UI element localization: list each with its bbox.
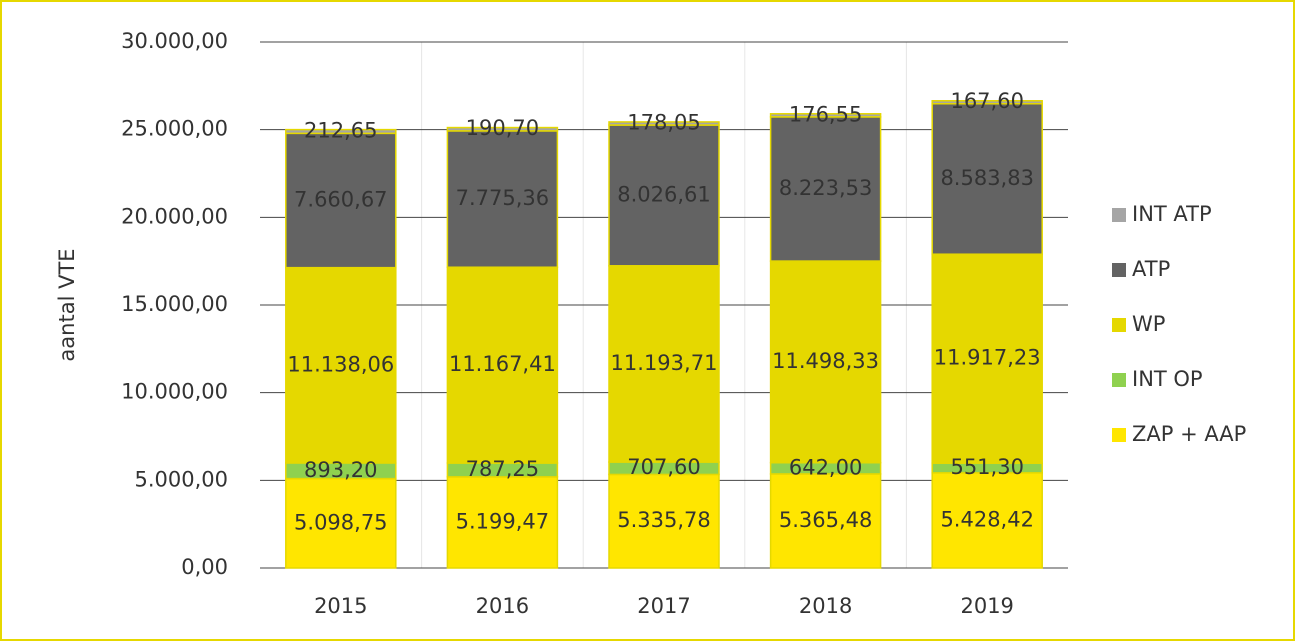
legend-swatch — [1112, 373, 1126, 387]
data-label: 212,65 — [304, 118, 377, 142]
bar-segment — [608, 121, 720, 126]
x-tick-label: 2015 — [314, 594, 367, 618]
x-tick-label: 2017 — [637, 594, 690, 618]
bar-segment — [608, 265, 720, 463]
y-tick-label: 5.000,00 — [134, 467, 228, 491]
data-label: 642,00 — [789, 455, 862, 479]
data-label: 11.498,33 — [772, 349, 879, 373]
legend-swatch — [1112, 318, 1126, 332]
bar-segment — [608, 124, 720, 267]
bar-segment — [285, 132, 397, 269]
bar-segment — [285, 477, 397, 569]
x-tick-label: 2019 — [960, 594, 1013, 618]
data-label: 707,60 — [627, 455, 700, 479]
data-label: 7.775,36 — [456, 186, 550, 210]
data-label: 893,20 — [304, 458, 377, 482]
legend-swatch — [1112, 428, 1126, 442]
y-tick-label: 25.000,00 — [121, 117, 228, 141]
data-label: 8.223,53 — [779, 176, 873, 200]
bar-segment — [608, 473, 720, 569]
bar-segment — [931, 102, 1043, 255]
data-label: 5.335,78 — [617, 508, 711, 532]
bar-segment — [931, 472, 1043, 569]
bar-segment — [769, 116, 882, 262]
bar-segment — [446, 476, 559, 569]
data-label: 5.428,42 — [940, 507, 1034, 531]
data-label: 8.026,61 — [617, 182, 711, 206]
bar-segment — [285, 266, 397, 464]
data-label: 5.199,47 — [456, 509, 550, 533]
data-label: 190,70 — [466, 116, 539, 140]
y-tick-label: 20.000,00 — [121, 204, 228, 228]
legend-label: WP — [1132, 312, 1165, 336]
x-tick-label: 2016 — [476, 594, 529, 618]
data-label: 11.917,23 — [934, 346, 1041, 370]
data-label: 178,05 — [627, 110, 700, 134]
data-label: 8.583,83 — [940, 166, 1034, 190]
data-label: 11.138,06 — [287, 352, 394, 376]
y-tick-label: 10.000,00 — [121, 380, 228, 404]
data-label: 11.167,41 — [449, 352, 556, 376]
bar-segment — [446, 266, 559, 464]
bar-segment — [931, 253, 1043, 464]
x-tick-label: 2018 — [799, 594, 852, 618]
legend-label: ATP — [1132, 257, 1170, 281]
bar-segment — [931, 100, 1043, 105]
data-label: 7.660,67 — [294, 187, 388, 211]
bar-segment — [446, 130, 559, 268]
data-label: 176,55 — [789, 102, 862, 126]
legend-swatch — [1112, 263, 1126, 277]
data-label: 167,60 — [950, 89, 1023, 113]
legend-swatch — [1112, 208, 1126, 222]
legend-label: INT ATP — [1132, 202, 1212, 226]
data-label: 787,25 — [466, 457, 539, 481]
bar-segment — [769, 113, 882, 118]
y-tick-label: 30.000,00 — [121, 29, 228, 53]
data-label: 5.098,75 — [294, 510, 388, 534]
bar-segment — [285, 128, 397, 135]
y-tick-label: 15.000,00 — [121, 292, 228, 316]
bar-segment — [446, 126, 559, 132]
data-label: 11.193,71 — [611, 351, 718, 375]
y-axis-label: aantal VTE — [55, 248, 79, 361]
data-label: 5.365,48 — [779, 508, 873, 532]
data-label: 551,30 — [950, 455, 1023, 479]
bar-segment — [769, 473, 882, 569]
legend-label: ZAP + AAP — [1132, 422, 1246, 446]
legend-label: INT OP — [1132, 367, 1203, 391]
y-tick-label: 0,00 — [181, 555, 228, 579]
bar-segment — [769, 260, 882, 464]
